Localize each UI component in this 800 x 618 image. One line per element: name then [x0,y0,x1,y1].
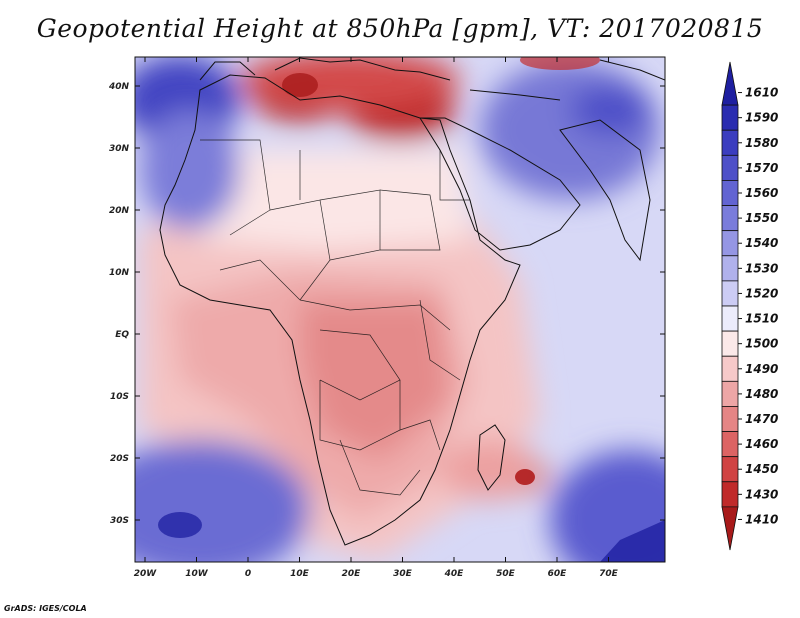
lon-label: 30E [393,569,413,579]
lon-label: 40E [444,569,465,579]
lon-label: 70E [599,569,619,579]
colorbar-label: 1510 [745,312,778,326]
geopotential-field [135,57,665,562]
colorbar-label: 1560 [745,186,778,200]
colorbar-swatch [721,330,739,357]
colorbar-label: 1450 [745,462,778,476]
colorbar-swatch [721,230,739,257]
map-title: Geopotential Height at 850hPa [gpm], VT:… [36,14,764,43]
colorbar-swatch [721,431,739,458]
plot-frame [134,56,666,563]
lat-label: 10N [109,268,130,278]
lon-label: 10E [290,569,310,579]
colorbar-label: 1470 [745,412,778,426]
colorbar-swatch [721,481,739,508]
colorbar-label: 1590 [745,111,778,125]
colorbar-swatch [721,104,739,131]
lat-label: 30S [110,516,129,526]
lon-label: 10W [185,569,209,579]
lat-label: 20S [110,454,129,464]
lon-label: 50E [496,569,516,579]
lat-label: 20N [109,206,130,216]
colorbar-swatch [721,406,739,432]
colorbar-label: 1580 [745,136,778,150]
colorbar-label: 1430 [745,487,778,501]
colorbar-label: 1410 [745,512,778,526]
colorbar-swatch [721,280,739,307]
lon-label: 60E [548,569,568,579]
colorbar-swatch [721,355,739,382]
lat-label: 40N [108,82,130,92]
colorbar-swatch [721,61,739,106]
colorbar-label: 1520 [745,286,778,300]
colorbar-swatch [721,180,739,206]
lat-label: EQ [115,330,129,340]
lon-label: 20W [134,569,158,579]
colorbar-label: 1610 [745,86,778,100]
colorbar-swatch [721,154,739,181]
lon-label: 20E [342,569,362,579]
colorbar-label: 1490 [745,362,778,376]
colorbar-label: 1550 [745,211,778,225]
coastlines [159,57,665,546]
colorbar-label: 1500 [745,337,778,351]
country-borders [200,139,470,496]
grads-credit: GrADS: IGES/COLA [4,604,87,613]
lon-label: 0 [245,569,251,579]
colorbar-label: 1540 [745,236,778,250]
colorbar-swatch [721,506,739,551]
colorbar-label: 1460 [745,437,778,451]
colorbar-label: 1570 [745,161,778,175]
lat-label: 10S [110,392,129,402]
longitude-axis: 20W 10W 0 10E 20E 30E 40E 50E 60E 70E [134,57,619,579]
lat-label: 30N [109,144,130,154]
colorbar-swatch [721,129,739,156]
colorbar-swatch [721,380,739,407]
colorbar-label: 1480 [745,387,778,401]
colorbar-swatch [721,255,739,282]
colorbar-label: 1530 [745,261,778,275]
colorbar-swatch [721,456,739,483]
colorbar-swatch [721,305,739,332]
colorbar-swatch [721,205,739,232]
latitude-axis: 40N 30N 20N 10N EQ 10S 20S 30S [108,82,665,526]
